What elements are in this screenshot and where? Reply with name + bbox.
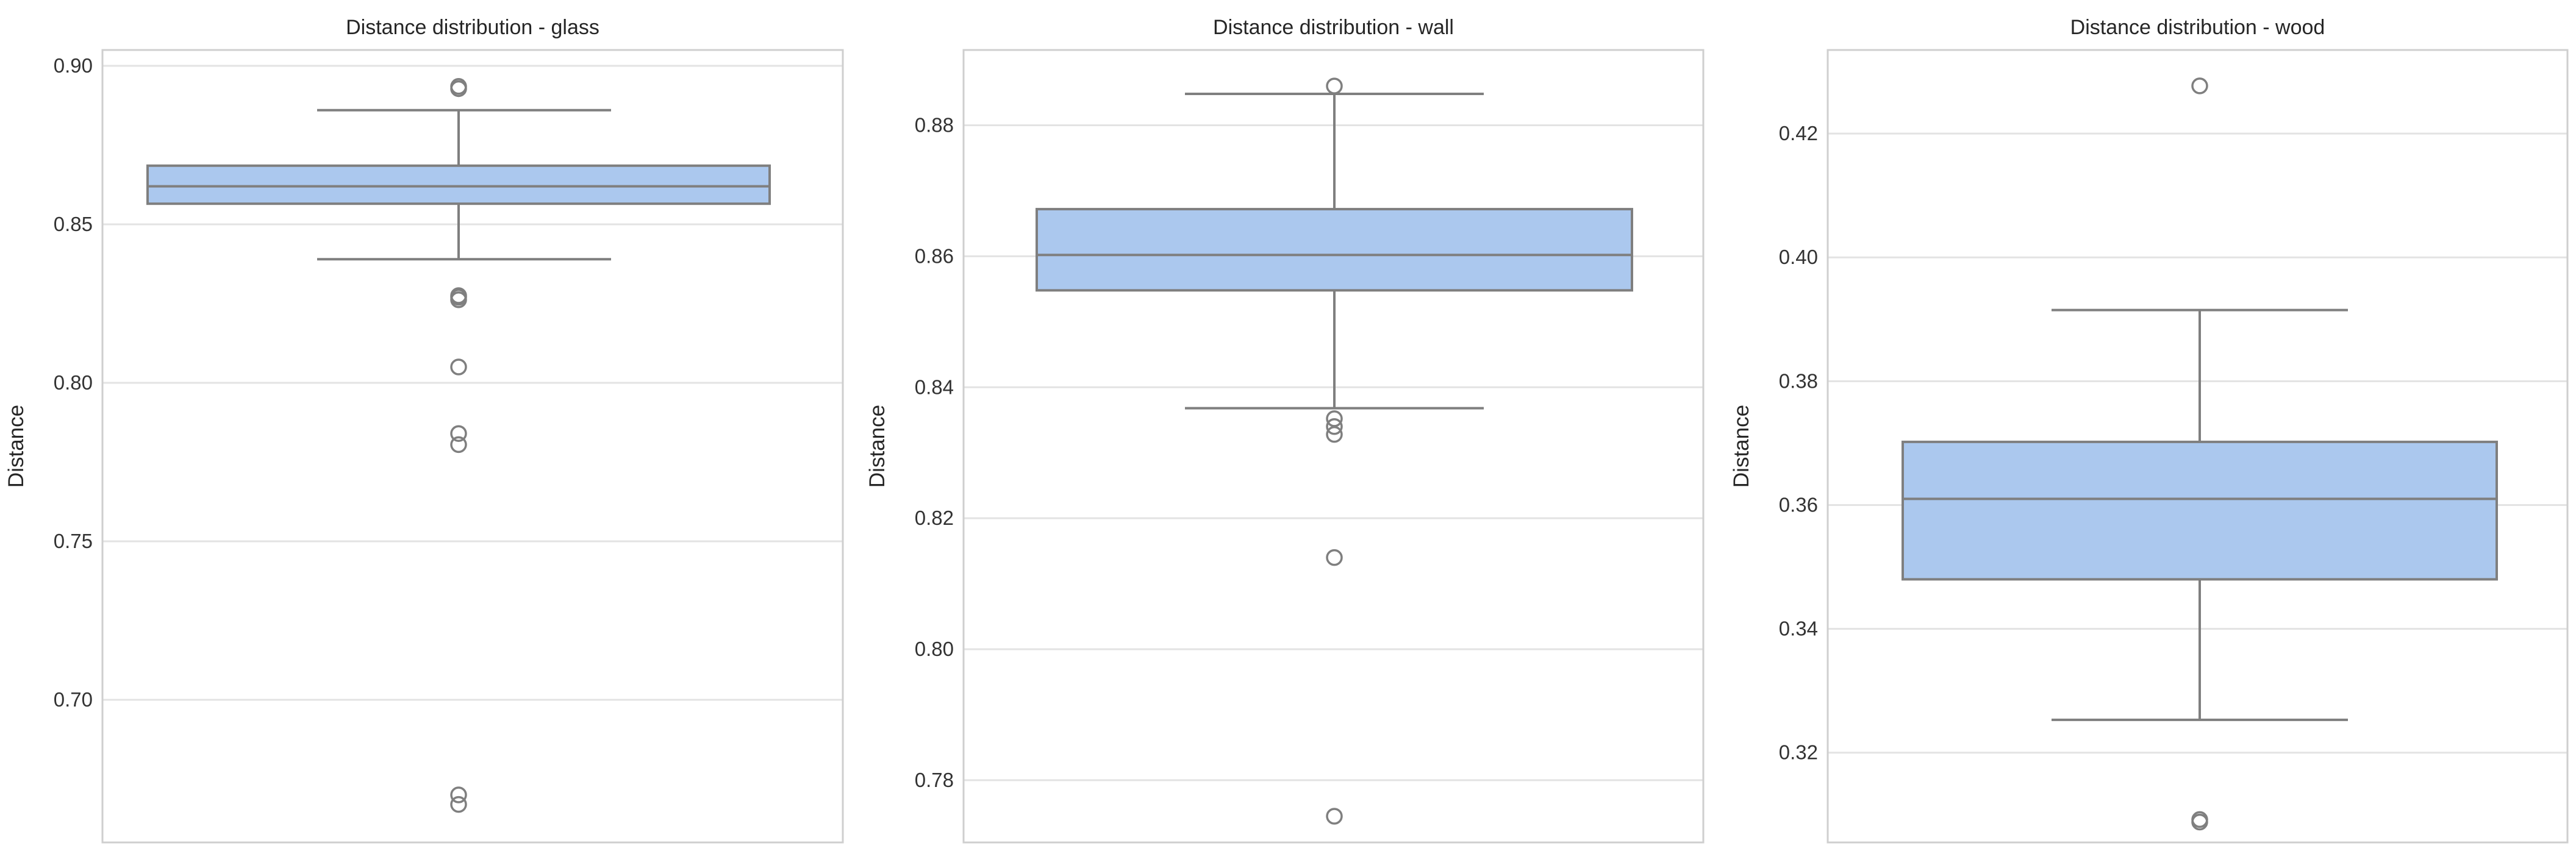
outlier-point [450, 436, 467, 454]
outlier-point [1326, 410, 1343, 427]
y-tick-label: 0.38 [1779, 369, 1818, 392]
outlier-point [450, 291, 467, 308]
outlier-point [2191, 77, 2208, 94]
y-tick-label: 0.90 [54, 54, 93, 77]
outlier-point [450, 80, 467, 98]
iqr-box [1902, 440, 2498, 581]
outlier-point [1326, 425, 1343, 443]
y-axis-label: Distance [865, 405, 889, 488]
outlier-point [450, 796, 467, 813]
y-tick-label: 0.80 [54, 371, 93, 394]
y-tick-label: 0.34 [1779, 618, 1818, 640]
outlier-point [1326, 418, 1343, 435]
y-tick-label: 0.75 [54, 530, 93, 552]
chart-title: Distance distribution - wall [1213, 16, 1454, 39]
outlier-point [1326, 808, 1343, 825]
y-axis-label: Distance [4, 405, 28, 488]
chart-title: Distance distribution - wood [2070, 16, 2325, 39]
y-tick-label: 0.88 [915, 114, 954, 137]
chart-title: Distance distribution - glass [346, 16, 599, 39]
y-tick-label: 0.36 [1779, 493, 1818, 516]
y-tick-label: 0.82 [915, 507, 954, 529]
plot-frame [1826, 49, 2569, 844]
chart-panel-3: 0.32 0.34 0.36 0.38 0.40 0.42 Distance distrib… [1730, 16, 2569, 844]
outlier-point [2191, 813, 2208, 831]
iqr-box [1036, 208, 1633, 292]
outlier-point [450, 786, 467, 803]
outlier-point [1326, 549, 1343, 566]
y-tick-label: 0.70 [54, 688, 93, 711]
y-tick-label: 0.32 [1779, 741, 1818, 764]
outlier-point [450, 425, 467, 442]
chart-panel-1: 0.70 0.75 0.80 0.85 0.90 Distance distributio… [4, 16, 844, 844]
plot-frame [962, 49, 1705, 844]
y-tick-label: 0.85 [54, 213, 93, 235]
y-tick-label: 0.80 [915, 638, 954, 660]
y-tick-label: 0.84 [915, 376, 954, 398]
y-tick-label: 0.86 [915, 244, 954, 267]
iqr-box [146, 164, 771, 205]
y-axis-label: Distance [1730, 405, 1753, 488]
outlier-point [1326, 77, 1343, 94]
outlier-point [450, 358, 467, 376]
y-tick-label: 0.40 [1779, 246, 1818, 268]
chart-panel-2: 0.78 0.80 0.82 0.84 0.86 0.88 Distance distrib… [865, 16, 1705, 844]
y-tick-label: 0.78 [915, 769, 954, 791]
y-tick-label: 0.42 [1779, 122, 1818, 144]
plot-frame [101, 49, 844, 844]
